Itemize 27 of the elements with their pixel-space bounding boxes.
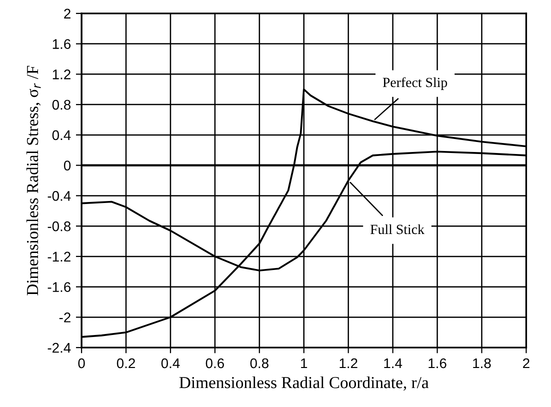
legend-label: Full Stick [370, 224, 424, 234]
y-tick-label: 0 [64, 160, 71, 170]
x-tick-label: 0.6 [206, 358, 224, 368]
x-tick-label: 2 [523, 358, 530, 368]
y-tick-label: -1.6 [48, 282, 71, 292]
x-tick-label: 1.2 [340, 358, 358, 368]
y-tick-label: -1.2 [48, 252, 70, 262]
y-tick-label: 1.6 [52, 39, 71, 49]
x-axis-title: Dimensionless Radial Coordinate, r/a [179, 376, 429, 391]
x-tick-label: 0.4 [161, 358, 180, 368]
y-tick-label: 2 [64, 8, 70, 18]
y-tick-label: 0.4 [52, 130, 71, 140]
x-tick-label: 0.8 [250, 358, 268, 368]
y-tick-label: 0.8 [52, 100, 71, 110]
y-tick-label: -2 [59, 312, 70, 322]
y-tick-label: -0.8 [48, 221, 71, 232]
x-tick-label: 1.6 [428, 358, 446, 368]
y-tick-label: -0.4 [48, 191, 71, 201]
y-tick-label: 1.2 [52, 70, 70, 80]
x-tick-label: 0 [78, 358, 85, 368]
y-tick-label: -2.4 [48, 342, 71, 353]
x-tick-label: 1 [301, 358, 308, 368]
y-axis-title: Dimensionless Radial Stress, σ$_{r}$ /F [26, 66, 41, 296]
x-tick-label: 0.2 [116, 358, 135, 368]
text: Perfect Slip [382, 77, 448, 90]
x-tick-label: 1.4 [384, 358, 402, 368]
x-tick-label: 1.8 [473, 358, 491, 368]
